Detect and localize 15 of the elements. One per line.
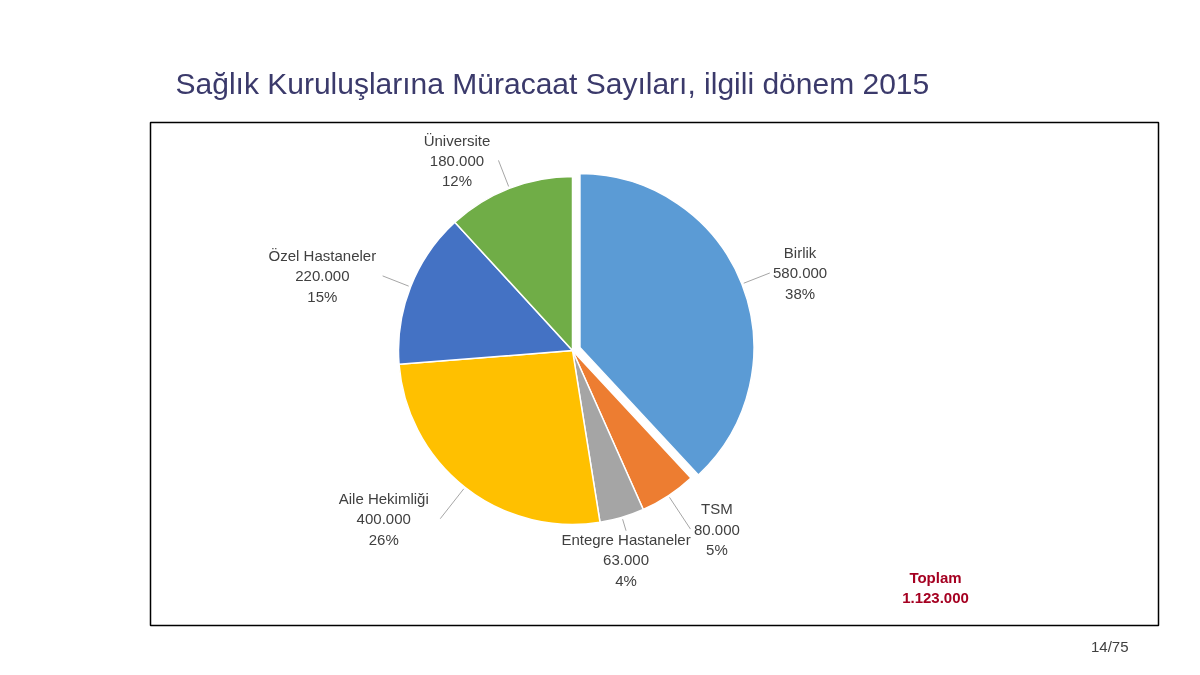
data-label: 180.000 12%: [429, 151, 485, 190]
data-label: 400.000 26%: [356, 510, 411, 548]
data-label: 63.000 4%: [603, 551, 649, 589]
slice-label: Aile Hekimliği: [338, 489, 429, 507]
text: Toplam 1.123.000: [902, 568, 969, 607]
slice-label: Özel Hastaneler: [268, 247, 377, 264]
data-label: 580.000 38%: [772, 264, 828, 302]
text: 14/75: [1090, 637, 1129, 655]
slice-label: Birlik: [783, 244, 817, 262]
data-label: 220.000 15%: [295, 267, 350, 305]
data-label: 80.000 5%: [694, 520, 740, 558]
slice-label: Üniversite: [423, 131, 491, 149]
chart-title: Sağlık Kuruluşlarına Müracaat Sayıları, ilgili dönem 2015: [175, 67, 930, 100]
slice-label: Entegre Hastaneler: [561, 530, 691, 548]
slice-label: TSM: [701, 500, 733, 518]
